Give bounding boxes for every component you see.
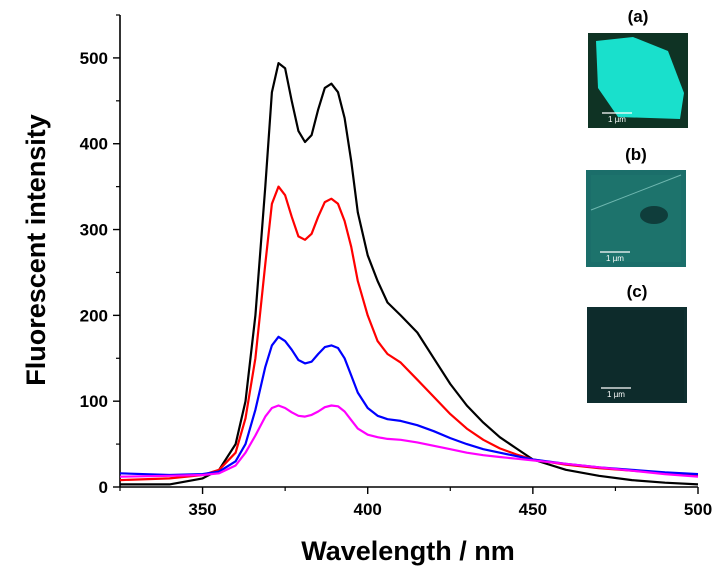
inset-label: (b) — [625, 145, 647, 164]
plot-area — [119, 15, 698, 488]
scale-bar-label: 1 µm — [607, 390, 625, 399]
inset-label: (c) — [627, 282, 648, 301]
x-tick-label-350: 350 — [188, 500, 216, 519]
micrograph-insets: (a) 1 µm (b) 1 µm (c) 1 µm — [586, 7, 688, 403]
x-axis-title: Wavelength / nm — [301, 536, 515, 566]
series-line-3 — [119, 335, 699, 477]
inset-panel: (c) 1 µm — [587, 282, 687, 403]
y-tick-label-200: 200 — [80, 306, 108, 325]
crystal-shadow — [640, 206, 668, 224]
inset-label: (a) — [628, 7, 649, 26]
series-line-4 — [119, 404, 699, 478]
x-tick-label-400: 400 — [354, 500, 382, 519]
x-tick-label-500: 500 — [684, 500, 712, 519]
y-tick-label-500: 500 — [80, 49, 108, 68]
crystal-shape — [590, 310, 684, 400]
y-tick-label-100: 100 — [80, 392, 108, 411]
scale-bar-label: 1 µm — [608, 115, 626, 124]
axes: 350 400 450 500 0 100 200 300 400 500 — [80, 14, 712, 519]
y-axis-title: Fluorescent intensity — [21, 114, 51, 386]
series-line-2 — [119, 185, 699, 482]
inset-panel: (b) 1 µm — [586, 145, 686, 267]
crystal-shape — [591, 175, 681, 262]
y-tick-label-300: 300 — [80, 221, 108, 240]
crystal-edge — [590, 174, 682, 211]
y-tick-label-400: 400 — [80, 135, 108, 154]
series-line-1 — [120, 62, 699, 486]
y-tick-label-0: 0 — [99, 478, 108, 497]
scale-bar-label: 1 µm — [606, 254, 624, 263]
crystal-shape — [596, 37, 684, 119]
x-tick-label-450: 450 — [519, 500, 547, 519]
inset-panel: (a) 1 µm — [588, 7, 688, 128]
series-layer — [119, 62, 699, 486]
